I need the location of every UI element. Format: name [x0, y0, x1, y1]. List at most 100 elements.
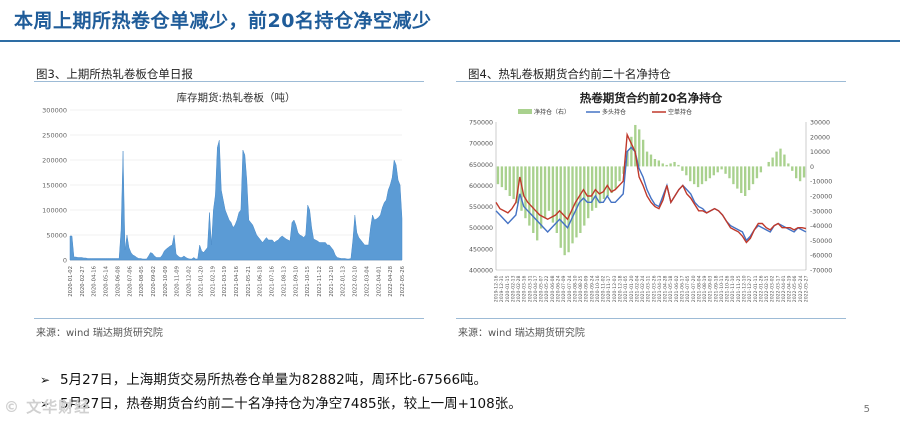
chart4-left-tick-label: 400000 — [469, 268, 493, 275]
chart4-net-bar — [516, 166, 519, 204]
chart3-inventory-area — [69, 139, 403, 261]
chart4-xtick-label: 2020-12-18 — [618, 275, 624, 302]
chart4-left-tick-label: 650000 — [469, 162, 493, 169]
chart4-xtick-label: 2021-07-20 — [691, 275, 697, 302]
chart4-xtick-label: 2022-04-19 — [787, 275, 793, 302]
chart4-net-bar — [587, 166, 590, 219]
chart3-xtick-label: 2020-04-16 — [92, 265, 98, 296]
chart4-net-bar — [657, 160, 661, 167]
chart4-left-tick-label: 750000 — [469, 120, 493, 127]
chart4-right-tick-label: 0 — [810, 164, 814, 171]
chart4-xtick-label: 2020-06-24 — [556, 275, 562, 302]
bullet-inventory: ➢ 5月27日，上海期货交易所热卷仓单量为82882吨，周环比-67566吨。 — [40, 368, 487, 388]
chart4-net-bar — [528, 166, 531, 226]
chart4-xtick-label: 2021-03-26 — [651, 275, 657, 302]
bullet-text: 5月27日，热卷期货合约前二十名净持仓为净空7485张，较上一周+108张。 — [60, 396, 522, 412]
chart4-left-tick-label: 450000 — [469, 246, 493, 253]
chart4-net-bar — [634, 124, 637, 167]
chart4-xtick-label: 2021-08-04 — [696, 275, 702, 302]
chart4-xtick-label: 2021-02-24 — [640, 275, 646, 302]
chart4-net-bar — [665, 164, 668, 167]
figure4-source: 来源：wind 瑞达期货研究院 — [458, 328, 585, 339]
chart4-right-tick-label: 30000 — [810, 120, 830, 127]
chart3-xtick-label: 2020-11-09 — [175, 266, 181, 297]
chart4-xtick-label: 2021-12-27 — [747, 275, 753, 302]
chart4-net-bar — [539, 166, 543, 229]
bullet-arrow-icon: ➢ — [40, 397, 51, 411]
chart4-xtick-label: 2021-02-04 — [634, 275, 640, 302]
chart4-xtick-label: 2020-10-16 — [595, 275, 601, 302]
chart3-xtick-label: 2021-08-13 — [281, 266, 287, 297]
chart4-net-bar — [740, 166, 743, 194]
figure3-source-rule — [34, 318, 424, 319]
chart4-net-bar — [685, 166, 688, 176]
chart4-xtick-label: 2022-01-26 — [758, 275, 764, 302]
figure4-source-rule — [456, 318, 846, 319]
chart3-xtick-label: 2022-01-13 — [341, 266, 347, 297]
chart4-net-bar — [583, 166, 586, 226]
chart4-xtick-label: 2020-04-17 — [533, 275, 539, 302]
chart4-net-bar — [567, 166, 570, 253]
chart3-xtick-label: 2021-09-10 — [293, 265, 299, 296]
chart4-net-bar — [547, 166, 551, 211]
chart4-net-bar — [598, 166, 602, 204]
chart3-xtick-label: 2021-02-19 — [210, 266, 216, 297]
chart4-net-bar — [512, 166, 515, 199]
chart3-ytick-label: 100000 — [42, 207, 67, 215]
chart4-xtick-label: 2021-01-20 — [629, 275, 635, 302]
chart3-ytick-label: 50000 — [46, 232, 67, 240]
figure4-caption-rule — [456, 81, 846, 82]
chart4-xtick-label: 2022-03-02 — [770, 275, 776, 302]
chart4-net-bar — [594, 166, 598, 208]
chart4-net-bar — [767, 161, 770, 167]
chart4-xtick-label: 2021-01-05 — [623, 275, 629, 302]
chart3-xtick-label: 2020-05-14 — [104, 265, 110, 296]
chart4-net-bar — [669, 163, 672, 167]
chart4-left-tick-label: 550000 — [469, 204, 493, 211]
figure4-caption: 图4、热轧卷板期货合约前二十名净持仓 — [468, 67, 671, 81]
chart4-xtick-label: 2020-08-10 — [572, 275, 578, 302]
chart4-xtick-label: 2020-11-17 — [606, 275, 612, 302]
chart3-xtick-label: 2021-04-16 — [234, 265, 240, 296]
chart4-net-bar — [732, 166, 735, 185]
chart4-net-bar — [520, 166, 523, 211]
chart4-net-bar — [536, 166, 539, 241]
chart4-net-bar — [696, 166, 700, 188]
chart4-net-bar — [641, 139, 645, 167]
chart4-right-tick-label: -20000 — [810, 194, 832, 201]
chart4-right-tick-label: -10000 — [810, 179, 832, 186]
chart4-title: 热卷期货合约前20名净持仓 — [580, 91, 723, 105]
chart3-title: 库存期货:热轧卷板（吨） — [176, 91, 295, 104]
chart3-xtick-label: 2021-07-16 — [270, 265, 276, 296]
chart3-ytick-label: 300000 — [42, 107, 67, 115]
chart4-net-bar — [700, 166, 704, 185]
chart4-net-bar — [555, 166, 558, 233]
chart4-right-tick-label: -30000 — [810, 208, 832, 215]
chart4-net-bar — [791, 166, 794, 171]
chart4-xtick-label: 2022-05-24 — [798, 275, 804, 302]
chart4-net-bar — [610, 166, 613, 194]
chart4-net-bar — [704, 166, 708, 182]
chart4-net-bar — [755, 166, 759, 179]
chart4-right-tick-label: 20000 — [810, 134, 830, 141]
chart4-net-bar — [673, 161, 676, 167]
chart4-xtick-label: 2020-03-16 — [522, 275, 528, 302]
chart3-xtick-label: 2020-01-02 — [68, 266, 74, 297]
page-number: 5 — [863, 404, 870, 415]
chart3-xtick-label: 2021-05-21 — [246, 266, 252, 297]
bullet-text: 5月27日，上海期货交易所热卷仓单量为82882吨，周环比-67566吨。 — [60, 372, 488, 388]
chart4-xtick-label: 2022-02-15 — [764, 275, 770, 302]
watermark-logo: © 文华财经 — [4, 398, 91, 416]
chart3-xtick-label: 2022-05-26 — [400, 265, 406, 296]
chart4-net-bar — [716, 166, 719, 173]
chart4-legend-label: 空单持仓 — [668, 108, 692, 116]
chart4-legend-label: 多头持仓 — [602, 108, 626, 116]
chart4-xtick-label: 2021-07-05 — [685, 275, 691, 302]
chart4-net-bar — [579, 166, 582, 233]
chart3-xtick-label: 2020-09-02 — [151, 266, 157, 297]
chart4-legend-swatch — [518, 109, 532, 114]
chart4-xtick-label: 2022-03-17 — [775, 275, 781, 302]
chart4-net-bar — [504, 166, 507, 191]
chart4-right-tick-label: 10000 — [810, 149, 830, 156]
chart3-xtick-label: 2020-08-05 — [139, 266, 145, 297]
